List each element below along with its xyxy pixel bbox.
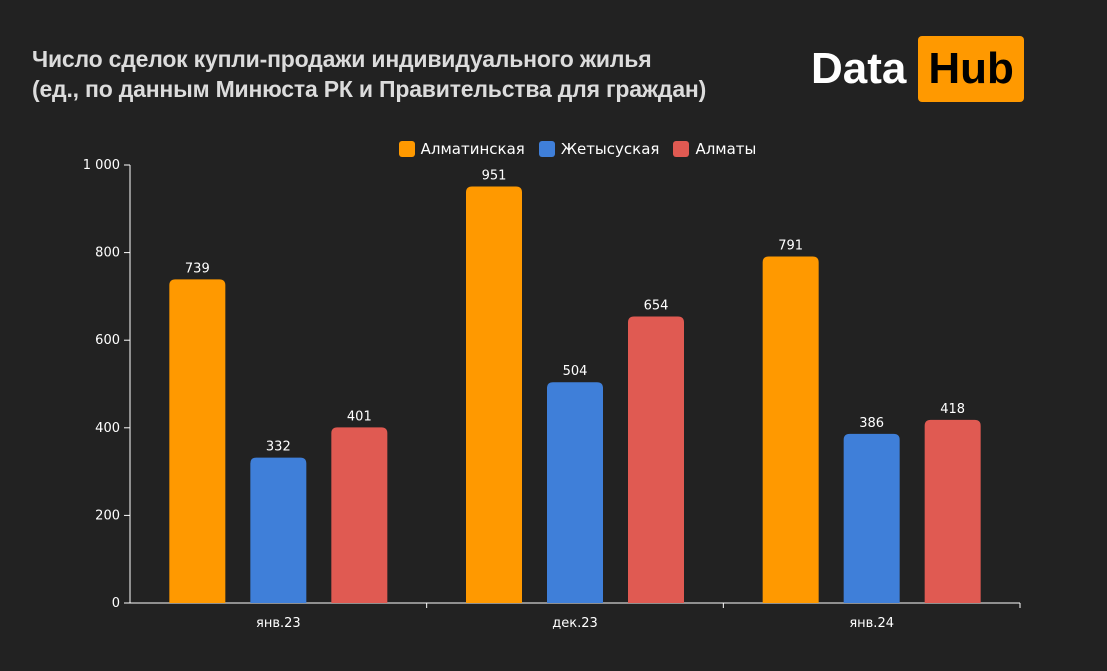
legend-label-almatinskaya: Алматинская — [420, 140, 525, 158]
bar — [250, 457, 307, 603]
x-tick-label: янв.23 — [256, 616, 301, 631]
bar-data-label: 739 — [185, 261, 210, 276]
y-tick-label: 400 — [95, 421, 120, 436]
bar — [628, 316, 684, 603]
bar-data-label: 504 — [563, 364, 588, 379]
legend-label-almaty: Алматы — [695, 140, 757, 158]
bar — [547, 382, 603, 603]
bar — [331, 427, 388, 603]
bar-data-label: 951 — [482, 168, 507, 183]
legend-label-zhetysuskaya: Жетысуская — [560, 140, 660, 158]
bar-data-label: 332 — [266, 440, 291, 455]
chart-title-line1: Число сделок купли-продажи индивидуально… — [32, 46, 652, 72]
legend-swatch-almaty — [673, 141, 690, 157]
y-tick-label: 0 — [112, 596, 120, 611]
bar — [466, 186, 522, 603]
legend-item-almatinskaya: Алматинская — [398, 140, 525, 158]
legend-swatch-almatinskaya — [398, 141, 415, 157]
bar-data-label: 418 — [940, 402, 965, 417]
bar-data-label: 654 — [644, 299, 669, 314]
bar — [843, 433, 900, 603]
x-tick-label: дек.23 — [552, 616, 598, 631]
chart-title-line2: (ед., по данным Минюста РК и Правительст… — [32, 76, 707, 102]
y-tick-label: 800 — [95, 246, 120, 261]
y-tick-label: 200 — [95, 508, 120, 523]
bar-data-label: 791 — [778, 239, 803, 254]
logo-text-data: Data — [811, 44, 907, 93]
bar-data-label: 386 — [859, 416, 884, 431]
legend-item-almaty: Алматы — [673, 140, 756, 158]
y-tick-label: 1 000 — [83, 158, 120, 173]
legend-swatch-zhetysuskaya — [538, 141, 555, 157]
bar — [169, 279, 226, 603]
bar-data-label: 401 — [347, 409, 372, 424]
legend-item-zhetysuskaya: Жетысуская — [538, 140, 660, 158]
x-tick-label: янв.24 — [849, 616, 894, 631]
datahub-logo: Data Hub — [811, 36, 1024, 102]
chart-legend: Алматинская Жетысуская Алматы — [0, 140, 1107, 158]
chart-title: Число сделок купли-продажи индивидуально… — [32, 44, 706, 104]
y-tick-label: 600 — [95, 333, 120, 348]
logo-text-hub: Hub — [918, 36, 1024, 102]
bar — [924, 419, 981, 603]
bar — [762, 256, 819, 603]
